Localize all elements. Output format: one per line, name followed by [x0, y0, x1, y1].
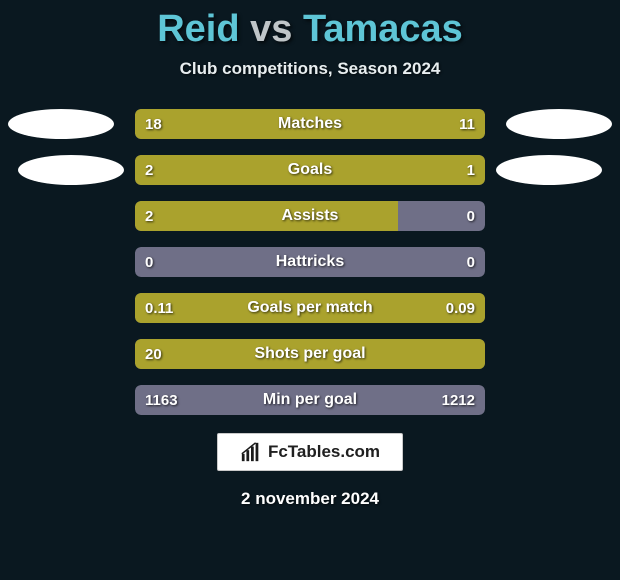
stat-label: Matches — [135, 109, 485, 139]
stat-row: 1811Matches — [135, 109, 485, 139]
comparison-chart: 1811Matches 21Goals 20Assists 00Hattricks 0.… — [0, 109, 620, 415]
subtitle: Club competitions, Season 2024 — [0, 59, 620, 79]
vs-text: vs — [250, 8, 292, 50]
stat-label: Hattricks — [135, 247, 485, 277]
page-title: Reid vs Tamacas — [0, 0, 620, 51]
decorative-ellipse — [18, 155, 124, 185]
stat-row: 21Goals — [135, 155, 485, 185]
chart-icon — [240, 441, 262, 463]
stat-row: 0.110.09Goals per match — [135, 293, 485, 323]
stat-row: 20Shots per goal — [135, 339, 485, 369]
date-text: 2 november 2024 — [0, 489, 620, 509]
stat-row: 20Assists — [135, 201, 485, 231]
fctables-logo: FcTables.com — [217, 433, 403, 471]
decorative-ellipse — [496, 155, 602, 185]
stat-label: Goals per match — [135, 293, 485, 323]
stat-label: Min per goal — [135, 385, 485, 415]
stat-label: Shots per goal — [135, 339, 485, 369]
decorative-ellipse — [506, 109, 612, 139]
stat-row: 11631212Min per goal — [135, 385, 485, 415]
stat-row: 00Hattricks — [135, 247, 485, 277]
stat-label: Goals — [135, 155, 485, 185]
stat-label: Assists — [135, 201, 485, 231]
player1-name: Reid — [157, 8, 239, 50]
player2-name: Tamacas — [303, 8, 463, 50]
logo-text: FcTables.com — [268, 442, 380, 462]
decorative-ellipse — [8, 109, 114, 139]
